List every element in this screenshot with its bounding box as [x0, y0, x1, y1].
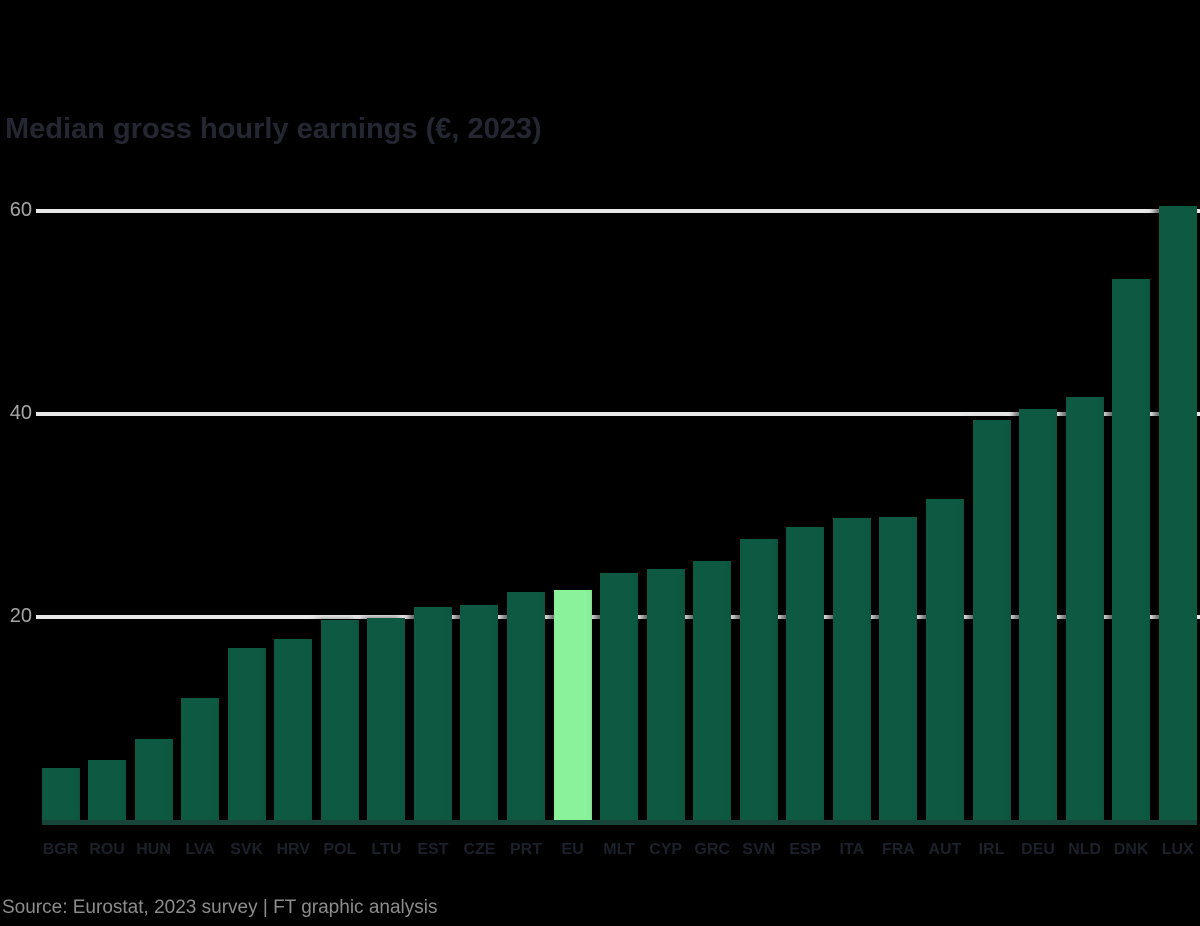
x-tick-label: ROU [89, 841, 125, 858]
bar [1158, 206, 1197, 820]
bar [925, 499, 964, 820]
x-tick-label: ITA [839, 841, 865, 858]
bar [693, 561, 732, 820]
x-tick-label: LUX [1161, 841, 1194, 858]
x-tick-label: AUT [928, 841, 962, 858]
x-tick-label: NLD [1068, 841, 1102, 858]
bar-highlighted [553, 590, 592, 820]
bar [41, 768, 80, 820]
bar [320, 620, 359, 820]
x-tick-label: LVA [185, 841, 215, 858]
x-tick-label: SVK [230, 841, 264, 858]
bar [460, 605, 499, 820]
x-axis-baseline [41, 820, 1197, 825]
bar [1065, 397, 1104, 820]
bar [1112, 279, 1151, 820]
bar [1019, 409, 1058, 820]
bar [786, 527, 825, 820]
x-tick-label: HUN [136, 841, 171, 858]
bar [274, 639, 313, 820]
bar [646, 569, 685, 820]
bar [134, 739, 173, 820]
gridline [36, 412, 1200, 417]
x-tick-label: DEU [1021, 841, 1055, 858]
x-tick-label: PRT [510, 841, 542, 858]
chart-title: Median gross hourly earnings (€, 2023) [5, 113, 542, 145]
x-tick-label: EST [417, 841, 449, 858]
source-note: Source: Eurostat, 2023 survey | FT graph… [2, 897, 438, 918]
bar [367, 618, 406, 820]
bar [88, 760, 127, 820]
x-tick-label: LTU [371, 841, 402, 858]
x-tick-label: CZE [463, 841, 496, 858]
bar [181, 698, 220, 820]
bar [413, 607, 452, 820]
x-tick-label: CYP [649, 841, 683, 858]
bar [739, 539, 778, 820]
x-tick-label: EU [561, 841, 584, 858]
y-tick-label: 40 [9, 402, 32, 425]
bar [972, 420, 1011, 820]
y-tick-label: 60 [9, 199, 32, 222]
bar [507, 592, 545, 820]
x-tick-label: ESP [789, 841, 822, 858]
gridline [36, 209, 1200, 214]
bar [879, 517, 918, 820]
x-tick-label: HRV [276, 841, 311, 858]
bar [227, 648, 266, 820]
x-tick-label: IRL [978, 841, 1005, 858]
x-tick-label: GRC [694, 841, 730, 858]
y-tick-label: 20 [9, 605, 32, 628]
x-tick-label: BGR [42, 841, 79, 858]
x-tick-label: FRA [881, 841, 915, 858]
x-tick-label: DNK [1113, 841, 1149, 858]
x-tick-label: POL [323, 841, 357, 858]
x-tick-label: MLT [603, 841, 635, 858]
x-tick-label: SVN [742, 841, 776, 858]
bar [832, 518, 871, 820]
bar [600, 573, 639, 820]
